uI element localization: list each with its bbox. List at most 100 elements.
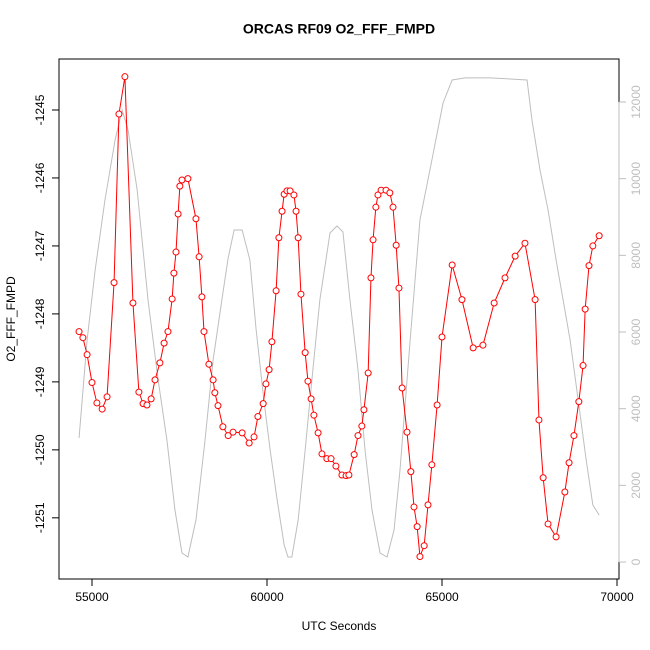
x-tick-label: 55000 [75, 590, 109, 604]
chart-title: ORCAS RF09 O2_FFF_FMPD [243, 21, 435, 37]
data-point [238, 429, 246, 437]
data-point [143, 401, 151, 409]
y-tick-label: -1249 [33, 366, 47, 397]
data-point [552, 533, 560, 541]
data-point [389, 203, 397, 211]
data-point [511, 252, 519, 260]
data-point [595, 232, 603, 240]
data-point [360, 406, 368, 414]
data-point [272, 287, 280, 295]
data-point [561, 488, 569, 496]
data-point [195, 253, 203, 261]
data-point [170, 269, 178, 277]
data-point [164, 328, 172, 336]
data-point [75, 328, 83, 336]
data-point [88, 379, 96, 387]
data-point [314, 429, 322, 437]
data-point [156, 359, 164, 367]
data-point [428, 461, 436, 469]
data-point [535, 416, 543, 424]
data-point [198, 293, 206, 301]
data-point [386, 189, 394, 197]
data-point [79, 334, 87, 342]
series-line [78, 76, 600, 557]
data-point [448, 261, 456, 269]
data-point [420, 542, 428, 550]
data-point [544, 520, 552, 528]
data-point [115, 110, 123, 118]
y-axis-label: O2_FFF_FMPD [4, 276, 18, 362]
data-point [364, 369, 372, 377]
data-point [581, 305, 589, 313]
data-point [531, 296, 539, 304]
y2-tick-label: 2000 [629, 472, 643, 499]
data-point [585, 262, 593, 270]
data-point [469, 344, 477, 352]
data-point [110, 279, 118, 287]
data-point [254, 413, 262, 421]
data-point [395, 284, 403, 292]
data-point [318, 450, 326, 458]
data-point [332, 462, 340, 470]
data-point [589, 242, 597, 250]
data-point [214, 402, 222, 410]
data-point [93, 399, 101, 407]
data-point [438, 333, 446, 341]
data-point [501, 274, 509, 282]
y2-tick-label: 10000 [629, 162, 643, 196]
data-point [268, 338, 276, 346]
data-point [275, 234, 283, 242]
data-point [297, 290, 305, 298]
data-point [121, 73, 129, 81]
data-point [354, 432, 362, 440]
y2-tick-label: 12000 [629, 85, 643, 119]
data-point [374, 191, 382, 199]
data-point [392, 241, 400, 249]
data-point [292, 207, 300, 215]
series-line [78, 77, 600, 558]
y-tick-label: -1247 [33, 230, 47, 261]
data-point [205, 360, 213, 368]
data-point [403, 428, 411, 436]
data-point [350, 451, 358, 459]
x-tick-label: 70000 [600, 590, 634, 604]
data-point [178, 176, 186, 184]
data-point [433, 401, 441, 409]
data-point [575, 398, 583, 406]
y-tick-label: -1246 [33, 162, 47, 193]
data-point [262, 380, 270, 388]
data-point [367, 274, 375, 282]
data-point [398, 384, 406, 392]
data-point [192, 215, 200, 223]
data-point [174, 210, 182, 218]
data-point [224, 432, 232, 440]
y2-tick-label: 6000 [629, 318, 643, 345]
data-point [151, 376, 159, 384]
data-point [160, 339, 168, 347]
data-point [413, 523, 421, 531]
data-point [168, 295, 176, 303]
data-point [200, 328, 208, 336]
data-point [521, 239, 529, 247]
data-point [304, 377, 312, 385]
data-point [83, 351, 91, 359]
data-point [479, 341, 487, 349]
data-point [458, 296, 466, 304]
data-point [345, 471, 353, 479]
data-point [290, 191, 298, 199]
data-point [407, 468, 415, 476]
data-point [369, 236, 377, 244]
data-point [129, 299, 137, 307]
data-point [245, 439, 253, 447]
data-point [147, 395, 155, 403]
y-tick-label: -1248 [33, 298, 47, 329]
data-point [184, 175, 192, 183]
data-point [358, 422, 366, 430]
y-tick-label: -1250 [33, 434, 47, 465]
y-tick-label: -1251 [33, 502, 47, 533]
data-point [294, 234, 302, 242]
y2-tick-label: 0 [629, 558, 643, 565]
data-point [265, 366, 273, 374]
data-point [307, 395, 315, 403]
data-point [565, 459, 573, 467]
